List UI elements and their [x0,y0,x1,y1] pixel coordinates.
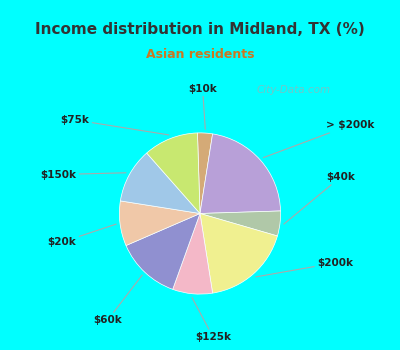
Text: $200k: $200k [256,258,353,277]
Text: $20k: $20k [48,224,116,247]
Text: $40k: $40k [284,172,355,224]
Wedge shape [198,133,213,214]
Wedge shape [173,214,213,294]
Wedge shape [120,201,200,245]
Text: $75k: $75k [61,115,169,135]
Wedge shape [147,133,200,214]
Text: Income distribution in Midland, TX (%): Income distribution in Midland, TX (%) [35,22,365,37]
Text: $150k: $150k [40,169,126,180]
Text: $125k: $125k [192,298,231,342]
Wedge shape [200,211,280,236]
Text: City-Data.com: City-Data.com [257,85,331,95]
Wedge shape [200,134,280,214]
Wedge shape [120,153,200,214]
Wedge shape [126,214,200,289]
Text: > $200k: > $200k [263,120,374,158]
Wedge shape [200,214,277,293]
Text: Asian residents: Asian residents [146,48,254,61]
Text: $60k: $60k [93,275,142,325]
Text: $10k: $10k [188,84,217,129]
